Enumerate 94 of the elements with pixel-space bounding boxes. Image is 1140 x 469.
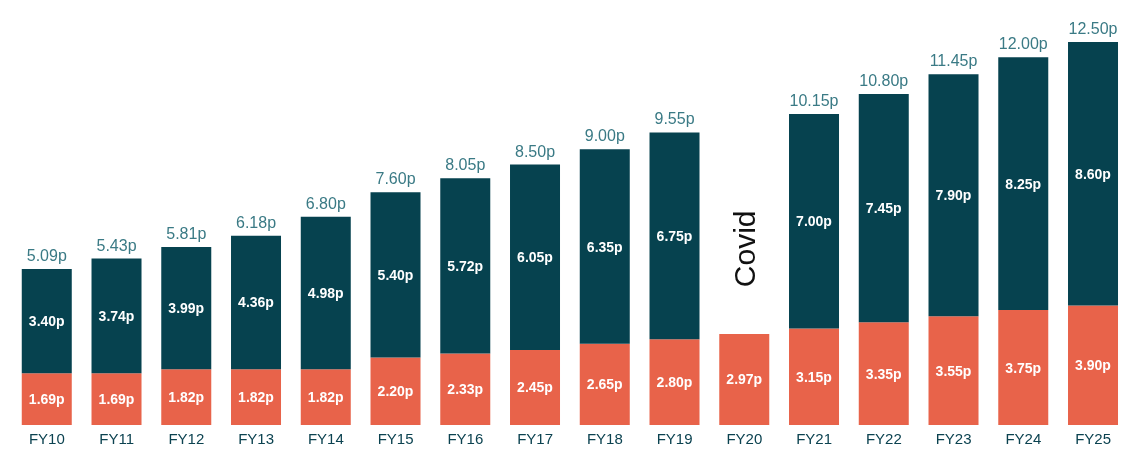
x-tick-label: FY14 — [307, 429, 344, 447]
total-label: 5.09p — [26, 247, 67, 265]
x-tick-label: FY11 — [99, 429, 134, 447]
bar — [91, 258, 142, 374]
data-label: 3.40p — [28, 313, 65, 330]
data-label: 3.75p — [1005, 359, 1042, 376]
x-tick-label: FY22 — [865, 429, 902, 447]
x-tick-label: FY10 — [28, 429, 65, 447]
data-label: 5.40p — [377, 266, 414, 283]
bar — [161, 246, 212, 370]
x-tick-label: FY24 — [1005, 429, 1042, 447]
total-label: 5.81p — [166, 224, 207, 242]
data-label: 6.05p — [517, 249, 553, 266]
bar — [91, 373, 142, 425]
data-label: 2.80p — [656, 374, 693, 391]
total-label: 8.50p — [514, 142, 556, 160]
data-label: 2.45p — [517, 379, 553, 396]
bar — [719, 334, 770, 425]
bar — [998, 57, 1049, 311]
data-label: 4.98p — [307, 284, 344, 301]
bar — [21, 269, 72, 374]
data-label: 1.69p — [98, 391, 135, 408]
data-label: 3.90p — [1075, 357, 1111, 374]
data-label: 7.45p — [865, 200, 902, 217]
bar — [928, 74, 979, 317]
bar — [789, 114, 840, 329]
bar — [510, 164, 561, 350]
data-label: 3.99p — [168, 300, 205, 317]
bar — [858, 94, 909, 323]
total-label: 8.05p — [445, 156, 486, 174]
x-tick-label: FY20 — [726, 429, 763, 447]
data-label: 8.60p — [1075, 165, 1111, 182]
bar — [789, 328, 840, 425]
data-label: 8.25p — [1005, 175, 1042, 192]
data-label: 2.33p — [447, 381, 484, 398]
bar — [300, 369, 351, 425]
bar — [1068, 305, 1119, 425]
data-label: 3.15p — [796, 368, 832, 385]
bar — [858, 322, 909, 425]
x-tick-label: FY17 — [517, 429, 554, 447]
total-label: 12.00p — [998, 35, 1048, 53]
data-label: 6.35p — [586, 238, 623, 255]
annotation: Covid — [727, 210, 761, 288]
data-label: 1.82p — [238, 389, 274, 406]
x-tick-label: FY21 — [796, 429, 833, 447]
bar — [510, 349, 561, 425]
data-label: 3.35p — [865, 365, 902, 382]
bar — [579, 343, 630, 425]
data-label: 7.90p — [935, 187, 972, 204]
x-tick-label: FY12 — [168, 429, 205, 447]
total-label: 10.80p — [859, 72, 909, 90]
data-label: 2.20p — [377, 383, 414, 400]
data-label: 1.82p — [168, 389, 205, 406]
bar — [161, 369, 212, 425]
bar — [370, 357, 421, 425]
bar — [231, 235, 282, 370]
bar — [231, 369, 282, 425]
bar — [370, 192, 421, 358]
data-label: 1.69p — [28, 391, 65, 408]
data-label: 3.55p — [935, 362, 972, 379]
bar — [579, 149, 630, 344]
bar — [440, 178, 491, 354]
data-label: 7.00p — [796, 213, 832, 230]
data-label: 5.72p — [447, 257, 484, 274]
x-tick-label: FY25 — [1075, 429, 1112, 447]
x-tick-label: FY19 — [656, 429, 693, 447]
data-label: 4.36p — [238, 294, 274, 311]
total-label: 7.60p — [375, 170, 416, 188]
bar — [440, 353, 491, 425]
bar — [649, 339, 700, 425]
data-label: 3.74p — [98, 307, 135, 324]
data-label: 6.75p — [656, 227, 693, 244]
x-tick-label: FY18 — [586, 429, 623, 447]
total-label: 9.00p — [584, 127, 625, 145]
bar — [928, 316, 979, 425]
data-label: 2.65p — [586, 376, 623, 393]
bar — [649, 132, 700, 340]
total-label: 11.45p — [929, 52, 978, 70]
total-label: 5.43p — [96, 236, 137, 254]
x-tick-label: FY13 — [238, 429, 275, 447]
total-label: 6.18p — [235, 213, 277, 231]
data-label: 2.97p — [726, 371, 763, 388]
bar — [1068, 42, 1119, 306]
x-tick-label: FY23 — [935, 429, 972, 447]
total-label: 6.80p — [305, 194, 346, 212]
bar — [21, 373, 72, 425]
data-label: 1.82p — [307, 389, 344, 406]
total-label: 12.50p — [1068, 20, 1118, 37]
x-tick-label: FY15 — [377, 429, 414, 447]
total-label: 10.15p — [789, 92, 839, 109]
bar — [998, 310, 1049, 425]
bar — [300, 216, 351, 370]
x-tick-label: FY16 — [447, 429, 484, 447]
total-label: 9.55p — [654, 110, 695, 128]
